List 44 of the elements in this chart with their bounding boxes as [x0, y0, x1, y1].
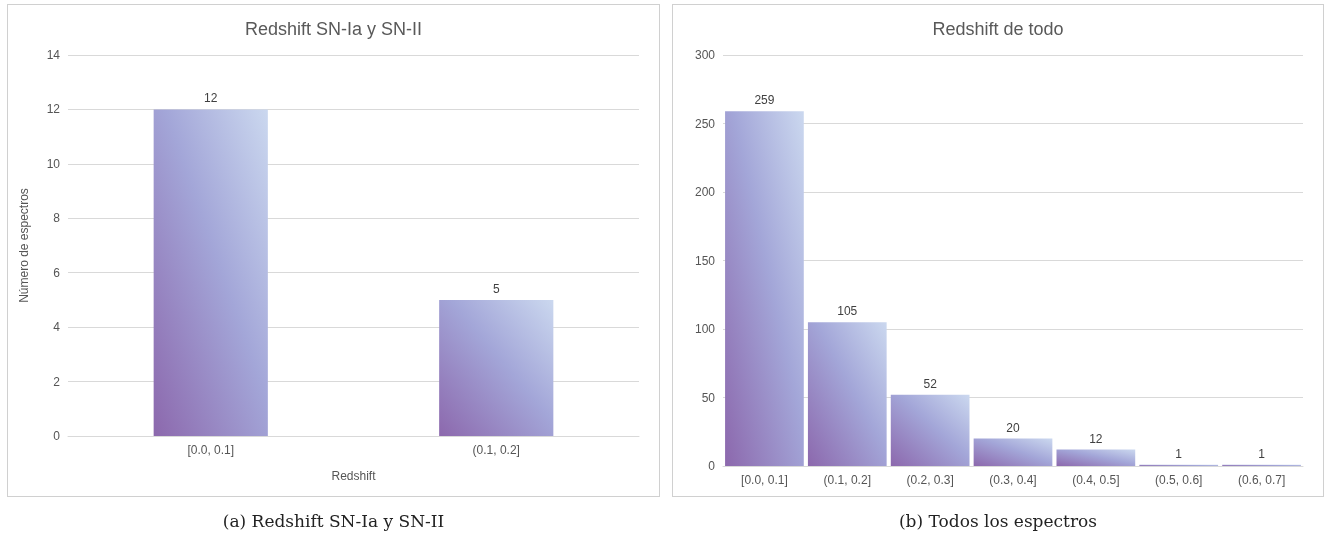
- y-tick-label: 50: [701, 390, 716, 405]
- y-tick-label: 0: [53, 429, 61, 443]
- y-tick-label: 250: [694, 116, 716, 131]
- bar: [807, 322, 887, 466]
- data-label: 52: [923, 376, 938, 391]
- chart-title: Redshift SN-Ia y SN-II: [244, 19, 423, 39]
- data-label: 12: [204, 91, 218, 106]
- bar: [725, 111, 804, 466]
- y-axis-title: Número de espectros: [17, 188, 31, 303]
- y-tick-label: 10: [46, 156, 61, 171]
- y-tick-label: 2: [53, 374, 61, 389]
- x-tick-label: (0.5, 0.6]: [1155, 473, 1203, 487]
- text: (a) Redshift SN-Ia y SN-II: [221, 511, 446, 531]
- chart-title: Redshift de todo: [932, 19, 1064, 39]
- y-tick-label: 0: [708, 459, 716, 473]
- x-tick-label: (0.3, 0.4]: [989, 473, 1037, 487]
- y-tick-label: 4: [53, 320, 61, 335]
- x-tick-label: (0.1, 0.2]: [472, 443, 520, 457]
- y-tick-label: 100: [694, 322, 716, 336]
- bar: [973, 438, 1053, 466]
- data-label: 20: [1006, 420, 1020, 435]
- text: (b) Todos los espectros: [898, 511, 1098, 531]
- x-tick-label: (0.2, 0.3]: [906, 473, 954, 487]
- x-tick-label: (0.1, 0.2]: [823, 473, 871, 487]
- data-label: 259: [754, 93, 775, 108]
- y-tick-label: 8: [53, 211, 61, 226]
- y-tick-label: 300: [694, 48, 716, 62]
- y-tick-label: 200: [694, 185, 716, 199]
- data-label: 12: [1089, 431, 1103, 446]
- x-tick-label: [0.0, 0.1]: [187, 443, 235, 457]
- bar: [890, 394, 970, 466]
- y-tick-label: 150: [694, 253, 716, 268]
- data-label: 105: [837, 304, 858, 319]
- x-tick-label: (0.4, 0.5]: [1072, 473, 1120, 487]
- x-tick-label: [0.0, 0.1]: [741, 473, 788, 487]
- data-label: 1: [1175, 446, 1183, 461]
- y-tick-label: 14: [46, 48, 61, 62]
- data-label: 1: [1258, 446, 1266, 461]
- y-tick-label: 12: [46, 102, 61, 117]
- x-axis-title: Redshift: [331, 469, 377, 483]
- data-label: 5: [492, 281, 500, 296]
- y-tick-label: 6: [53, 265, 61, 280]
- bar: [1056, 449, 1136, 466]
- x-tick-label: (0.6, 0.7]: [1237, 473, 1286, 487]
